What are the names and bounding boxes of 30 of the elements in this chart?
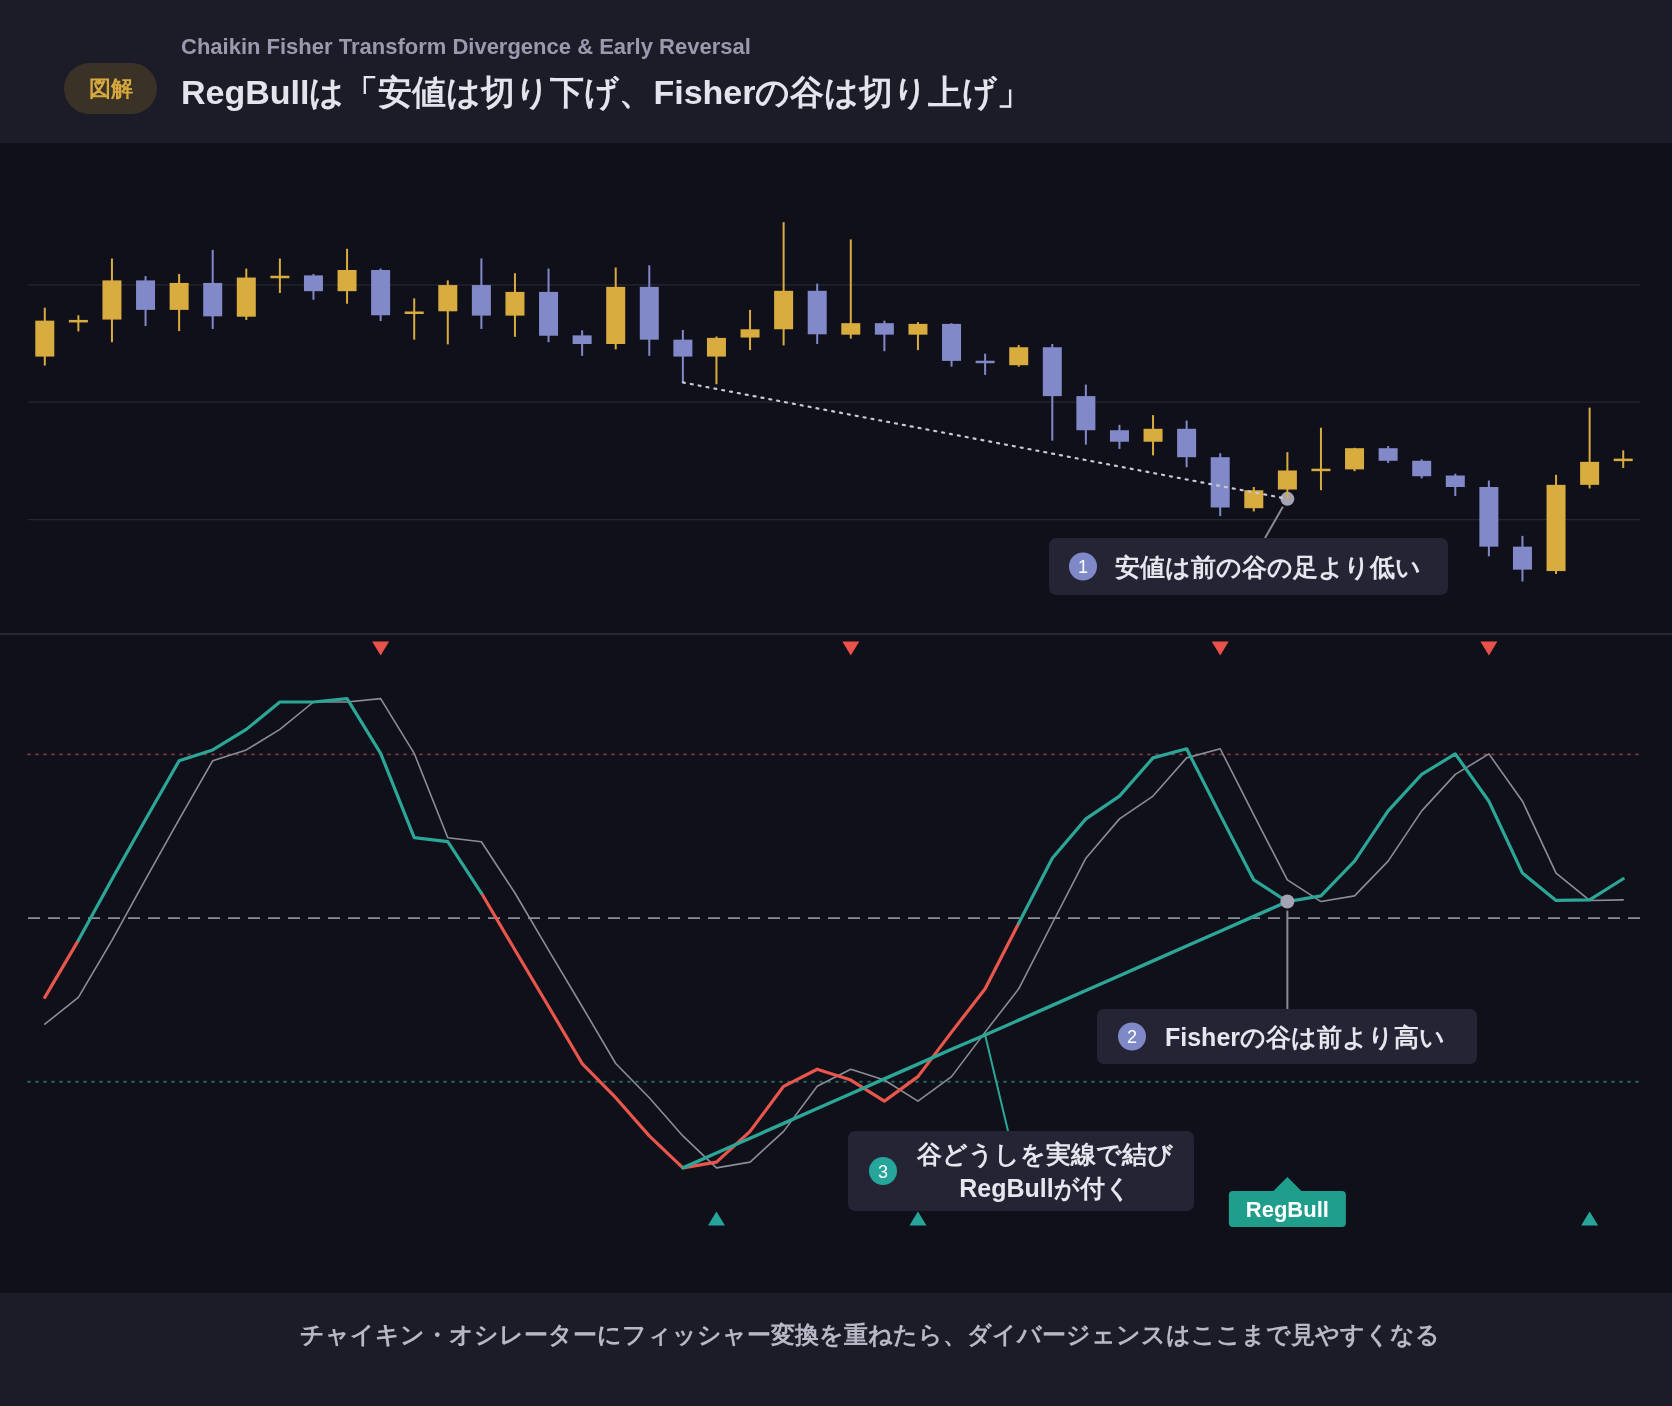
text: チャイキン・オシレーターにフィッシャー変換を重ねたら、ダイバージェンスはここまで見やすくなる bbox=[300, 1321, 1440, 1348]
candlestick bbox=[303, 272, 323, 301]
annotation: 1 bbox=[1077, 557, 1089, 577]
candlestick bbox=[908, 321, 928, 352]
annotation: 3 bbox=[877, 1161, 889, 1182]
annotation: 安値は前の谷の足より低い bbox=[1115, 552, 1421, 581]
annotation: Fisherの谷は前より高い bbox=[1165, 1022, 1446, 1051]
candlestick bbox=[1143, 414, 1163, 457]
candlestick bbox=[1512, 534, 1532, 583]
chart-subtitle: Chaikin Fisher Transform Divergence & Early Reversal bbox=[181, 34, 751, 59]
annotation: RegBull bbox=[1245, 1197, 1329, 1222]
candlestick bbox=[874, 319, 894, 353]
candlestick bbox=[841, 238, 861, 340]
candlestick bbox=[337, 247, 357, 305]
candlestick bbox=[1580, 406, 1600, 490]
candlestick bbox=[404, 297, 424, 341]
candlestick bbox=[1445, 472, 1465, 497]
candlestick bbox=[505, 272, 525, 338]
text: 図解 bbox=[88, 76, 133, 101]
candlestick bbox=[740, 308, 760, 352]
annotation: 2 bbox=[1126, 1027, 1138, 1047]
candlestick bbox=[572, 329, 592, 357]
candlestick bbox=[1109, 423, 1129, 450]
candlestick bbox=[1009, 344, 1029, 368]
candlestick bbox=[1244, 486, 1264, 513]
chart-title: RegBullは「安値は切り下げ、Fisherの谷は切り上げ」 bbox=[181, 73, 1032, 111]
candlestick bbox=[706, 335, 726, 386]
annotation: 谷どうしを実線で結び RegBullが付く bbox=[916, 1140, 1174, 1202]
candlestick bbox=[1412, 458, 1432, 480]
candlestick bbox=[673, 328, 693, 384]
